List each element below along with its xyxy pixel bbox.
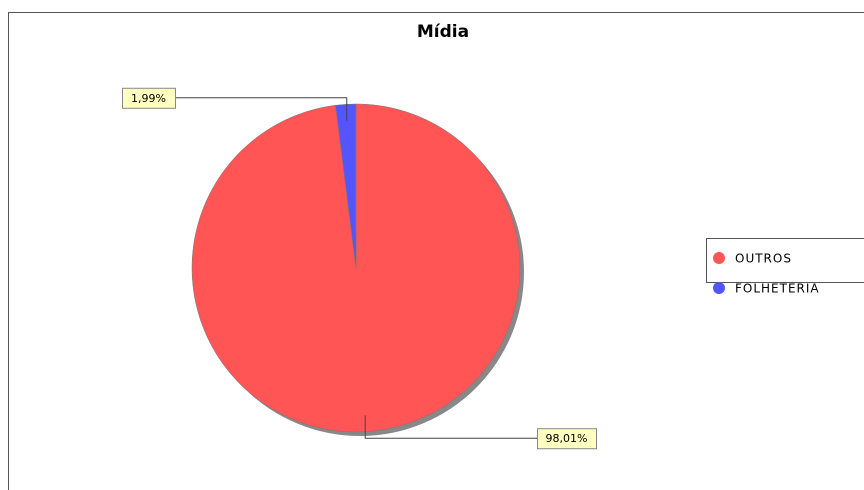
legend-text: OUTROS — [735, 252, 792, 266]
legend-box — [706, 238, 864, 283]
legend-marker — [713, 282, 725, 294]
legend-text: FOLHETERIA — [735, 282, 820, 296]
label-link — [364, 415, 537, 439]
label-box — [122, 87, 176, 109]
value-label: 98,01% — [546, 432, 588, 445]
chart-frame — [8, 12, 864, 490]
label-link — [175, 97, 348, 121]
legend-marker — [713, 252, 725, 264]
pie-slice — [335, 103, 357, 269]
label-box — [537, 428, 597, 450]
value-label: 1,99% — [131, 92, 166, 105]
chart-title: Mídia — [417, 22, 469, 42]
